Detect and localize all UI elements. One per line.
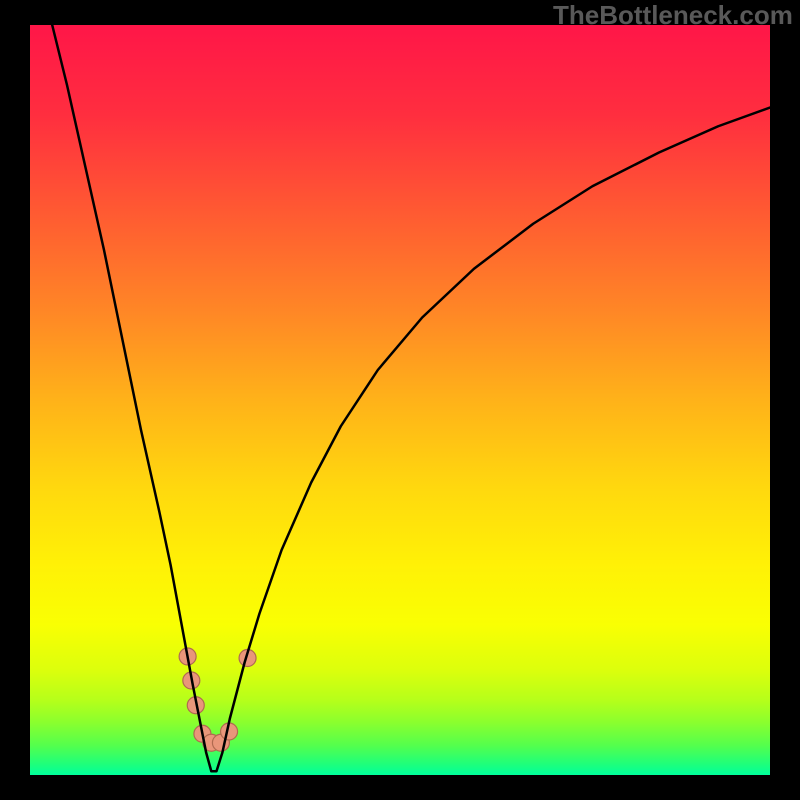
gradient-background (30, 25, 770, 775)
plot-area (30, 25, 770, 775)
chart-svg (30, 25, 770, 775)
watermark-text: TheBottleneck.com (553, 0, 793, 31)
